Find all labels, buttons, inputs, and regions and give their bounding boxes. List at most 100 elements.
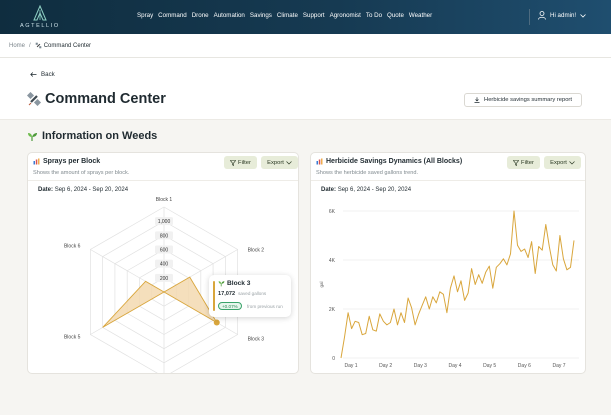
nav-support[interactable]: Support bbox=[302, 12, 325, 19]
savings-line-chart: 0 2K 4K 6K gal Day 1 Day 2 Day 3 Day 4 Day 5 Day 6… bbox=[319, 209, 579, 369]
x-tick-label: Day 2 bbox=[379, 363, 392, 369]
agtellio-logo[interactable]: AGTELLIO bbox=[20, 5, 60, 31]
filter-icon bbox=[230, 159, 237, 166]
nav-weather[interactable]: Weather bbox=[408, 12, 433, 19]
savings-series-line bbox=[340, 210, 575, 359]
header-divider bbox=[529, 9, 530, 25]
top-navigation-bar: AGTELLIO Spray Command Drone Automation … bbox=[0, 0, 611, 34]
user-icon bbox=[538, 11, 546, 20]
bar-chart-icon bbox=[316, 158, 323, 165]
radar-tick-label-bg bbox=[155, 231, 173, 240]
x-tick-label: Day 4 bbox=[448, 363, 461, 369]
back-link[interactable]: Back bbox=[30, 71, 55, 78]
nav-agronomist[interactable]: Agronomist bbox=[329, 12, 361, 19]
radar-category-label: Block 1 bbox=[156, 197, 173, 203]
nav-savings[interactable]: Savings bbox=[249, 12, 272, 19]
card-divider bbox=[311, 180, 585, 181]
card-divider bbox=[28, 180, 298, 181]
savings-date-label: Date: bbox=[321, 187, 337, 193]
sprays-date-range: Date: Sep 6, 2024 - Sep 20, 2024 bbox=[38, 187, 128, 193]
tooltip-value-unit: saved gallons bbox=[238, 291, 267, 296]
savings-export-label: Export bbox=[550, 159, 567, 166]
card-title: Herbicide Savings Dynamics (All Blocks) bbox=[316, 158, 462, 165]
savings-filter-label: Filter bbox=[521, 159, 534, 166]
nav-drone[interactable]: Drone bbox=[191, 12, 209, 19]
sprays-filter-button[interactable]: Filter bbox=[224, 156, 257, 169]
filter-icon bbox=[513, 159, 520, 166]
radar-category-label: Block 3 bbox=[248, 337, 265, 343]
user-greeting: Hi admin! bbox=[550, 12, 577, 19]
page-title: Command Center bbox=[27, 91, 166, 107]
herbicide-report-button[interactable]: Herbicide savings summary report bbox=[464, 93, 582, 107]
report-button-label: Herbicide savings summary report bbox=[484, 97, 572, 103]
tooltip-change-note: from previous run bbox=[247, 304, 283, 309]
y-tick-label: 0 bbox=[332, 356, 335, 362]
sprays-date-value: Sep 6, 2024 - Sep 20, 2024 bbox=[54, 187, 129, 193]
nav-spray[interactable]: Spray bbox=[137, 12, 154, 19]
page-title-text: Command Center bbox=[45, 91, 166, 107]
herbicide-savings-card: Herbicide Savings Dynamics (All Blocks) … bbox=[310, 152, 586, 374]
radar-series-area bbox=[102, 276, 219, 328]
sprays-export-button[interactable]: Export bbox=[261, 156, 298, 169]
chevron-down-icon bbox=[580, 13, 586, 18]
radar-category-label: Block 5 bbox=[64, 335, 81, 341]
chevron-down-icon bbox=[286, 160, 292, 164]
nav-quote[interactable]: Quote bbox=[387, 12, 404, 19]
breadcrumb-current: Command Center bbox=[35, 42, 91, 49]
breadcrumb-home[interactable]: Home bbox=[9, 42, 26, 49]
section-title: Information on Weeds bbox=[27, 130, 157, 142]
x-tick-label: Day 5 bbox=[483, 363, 496, 369]
breadcrumb-separator: / bbox=[29, 42, 31, 49]
sprays-radar-chart: 200 400 600 800 1,000 Block 1 Block 2 Block 3 Bl… bbox=[64, 197, 265, 373]
nav-automation[interactable]: Automation bbox=[213, 12, 245, 19]
chevron-down-icon bbox=[569, 160, 575, 164]
nav-todo[interactable]: To Do bbox=[365, 12, 383, 19]
sprays-subtitle: Shows the amount of sprays per block. bbox=[33, 170, 130, 176]
nav-climate[interactable]: Climate bbox=[276, 12, 298, 19]
radar-highlight-point bbox=[213, 319, 220, 326]
seedling-icon bbox=[218, 281, 225, 287]
logo-mark-icon bbox=[33, 5, 47, 21]
tooltip-value-row: 17,072 saved gallons bbox=[218, 291, 266, 297]
satellite-icon bbox=[35, 42, 41, 49]
seedling-icon bbox=[28, 132, 37, 141]
sprays-export-label: Export bbox=[267, 159, 284, 166]
page-header: Back Command Center bbox=[0, 58, 611, 120]
radar-tick-label: 200 bbox=[160, 276, 169, 282]
savings-export-button[interactable]: Export bbox=[544, 156, 581, 169]
bar-chart-icon bbox=[33, 158, 40, 165]
sprays-date-label: Date: bbox=[38, 187, 54, 193]
y-axis-label: gal bbox=[319, 281, 324, 287]
x-tick-label: Day 1 bbox=[344, 363, 357, 369]
radar-tick-label: 600 bbox=[160, 248, 169, 254]
radar-tick-label-bg bbox=[155, 259, 173, 268]
breadcrumb-bar: Home / Command Center bbox=[0, 34, 611, 58]
x-tick-label: Day 7 bbox=[552, 363, 565, 369]
nav-command[interactable]: Command bbox=[158, 12, 187, 19]
chart-tooltip: Block 3 17,072 saved gallons +0.07% from … bbox=[209, 275, 291, 317]
user-menu[interactable]: Hi admin! bbox=[538, 11, 586, 20]
savings-title: Herbicide Savings Dynamics (All Blocks) bbox=[326, 158, 463, 165]
tooltip-title: Block 3 bbox=[218, 280, 250, 287]
logo-text: AGTELLIO bbox=[20, 23, 60, 29]
y-tick-label: 2K bbox=[329, 307, 336, 313]
savings-subtitle: Shows the herbicide saved gallons trend. bbox=[316, 170, 418, 176]
y-tick-label: 4K bbox=[329, 258, 336, 264]
radar-tick-label: 400 bbox=[160, 262, 169, 268]
savings-filter-button[interactable]: Filter bbox=[507, 156, 540, 169]
radar-tick-label-bg bbox=[155, 217, 173, 226]
sprays-filter-label: Filter bbox=[238, 159, 251, 166]
section-title-text: Information on Weeds bbox=[42, 130, 158, 142]
download-icon bbox=[474, 97, 480, 103]
radar-tick-label: 800 bbox=[160, 233, 169, 239]
radar-tick-label-bg bbox=[155, 245, 173, 254]
x-tick-label: Day 6 bbox=[518, 363, 531, 369]
y-tick-label: 6K bbox=[329, 209, 336, 215]
tooltip-value: 17,072 bbox=[218, 291, 236, 297]
tooltip-title-text: Block 3 bbox=[227, 280, 251, 287]
breadcrumb: Home / Command Center bbox=[9, 42, 91, 49]
satellite-icon bbox=[27, 92, 41, 106]
savings-date-range: Date: Sep 6, 2024 - Sep 20, 2024 bbox=[321, 187, 411, 193]
arrow-left-icon bbox=[30, 72, 37, 77]
sprays-per-block-card: Sprays per Block Shows the amount of spr… bbox=[27, 152, 299, 374]
